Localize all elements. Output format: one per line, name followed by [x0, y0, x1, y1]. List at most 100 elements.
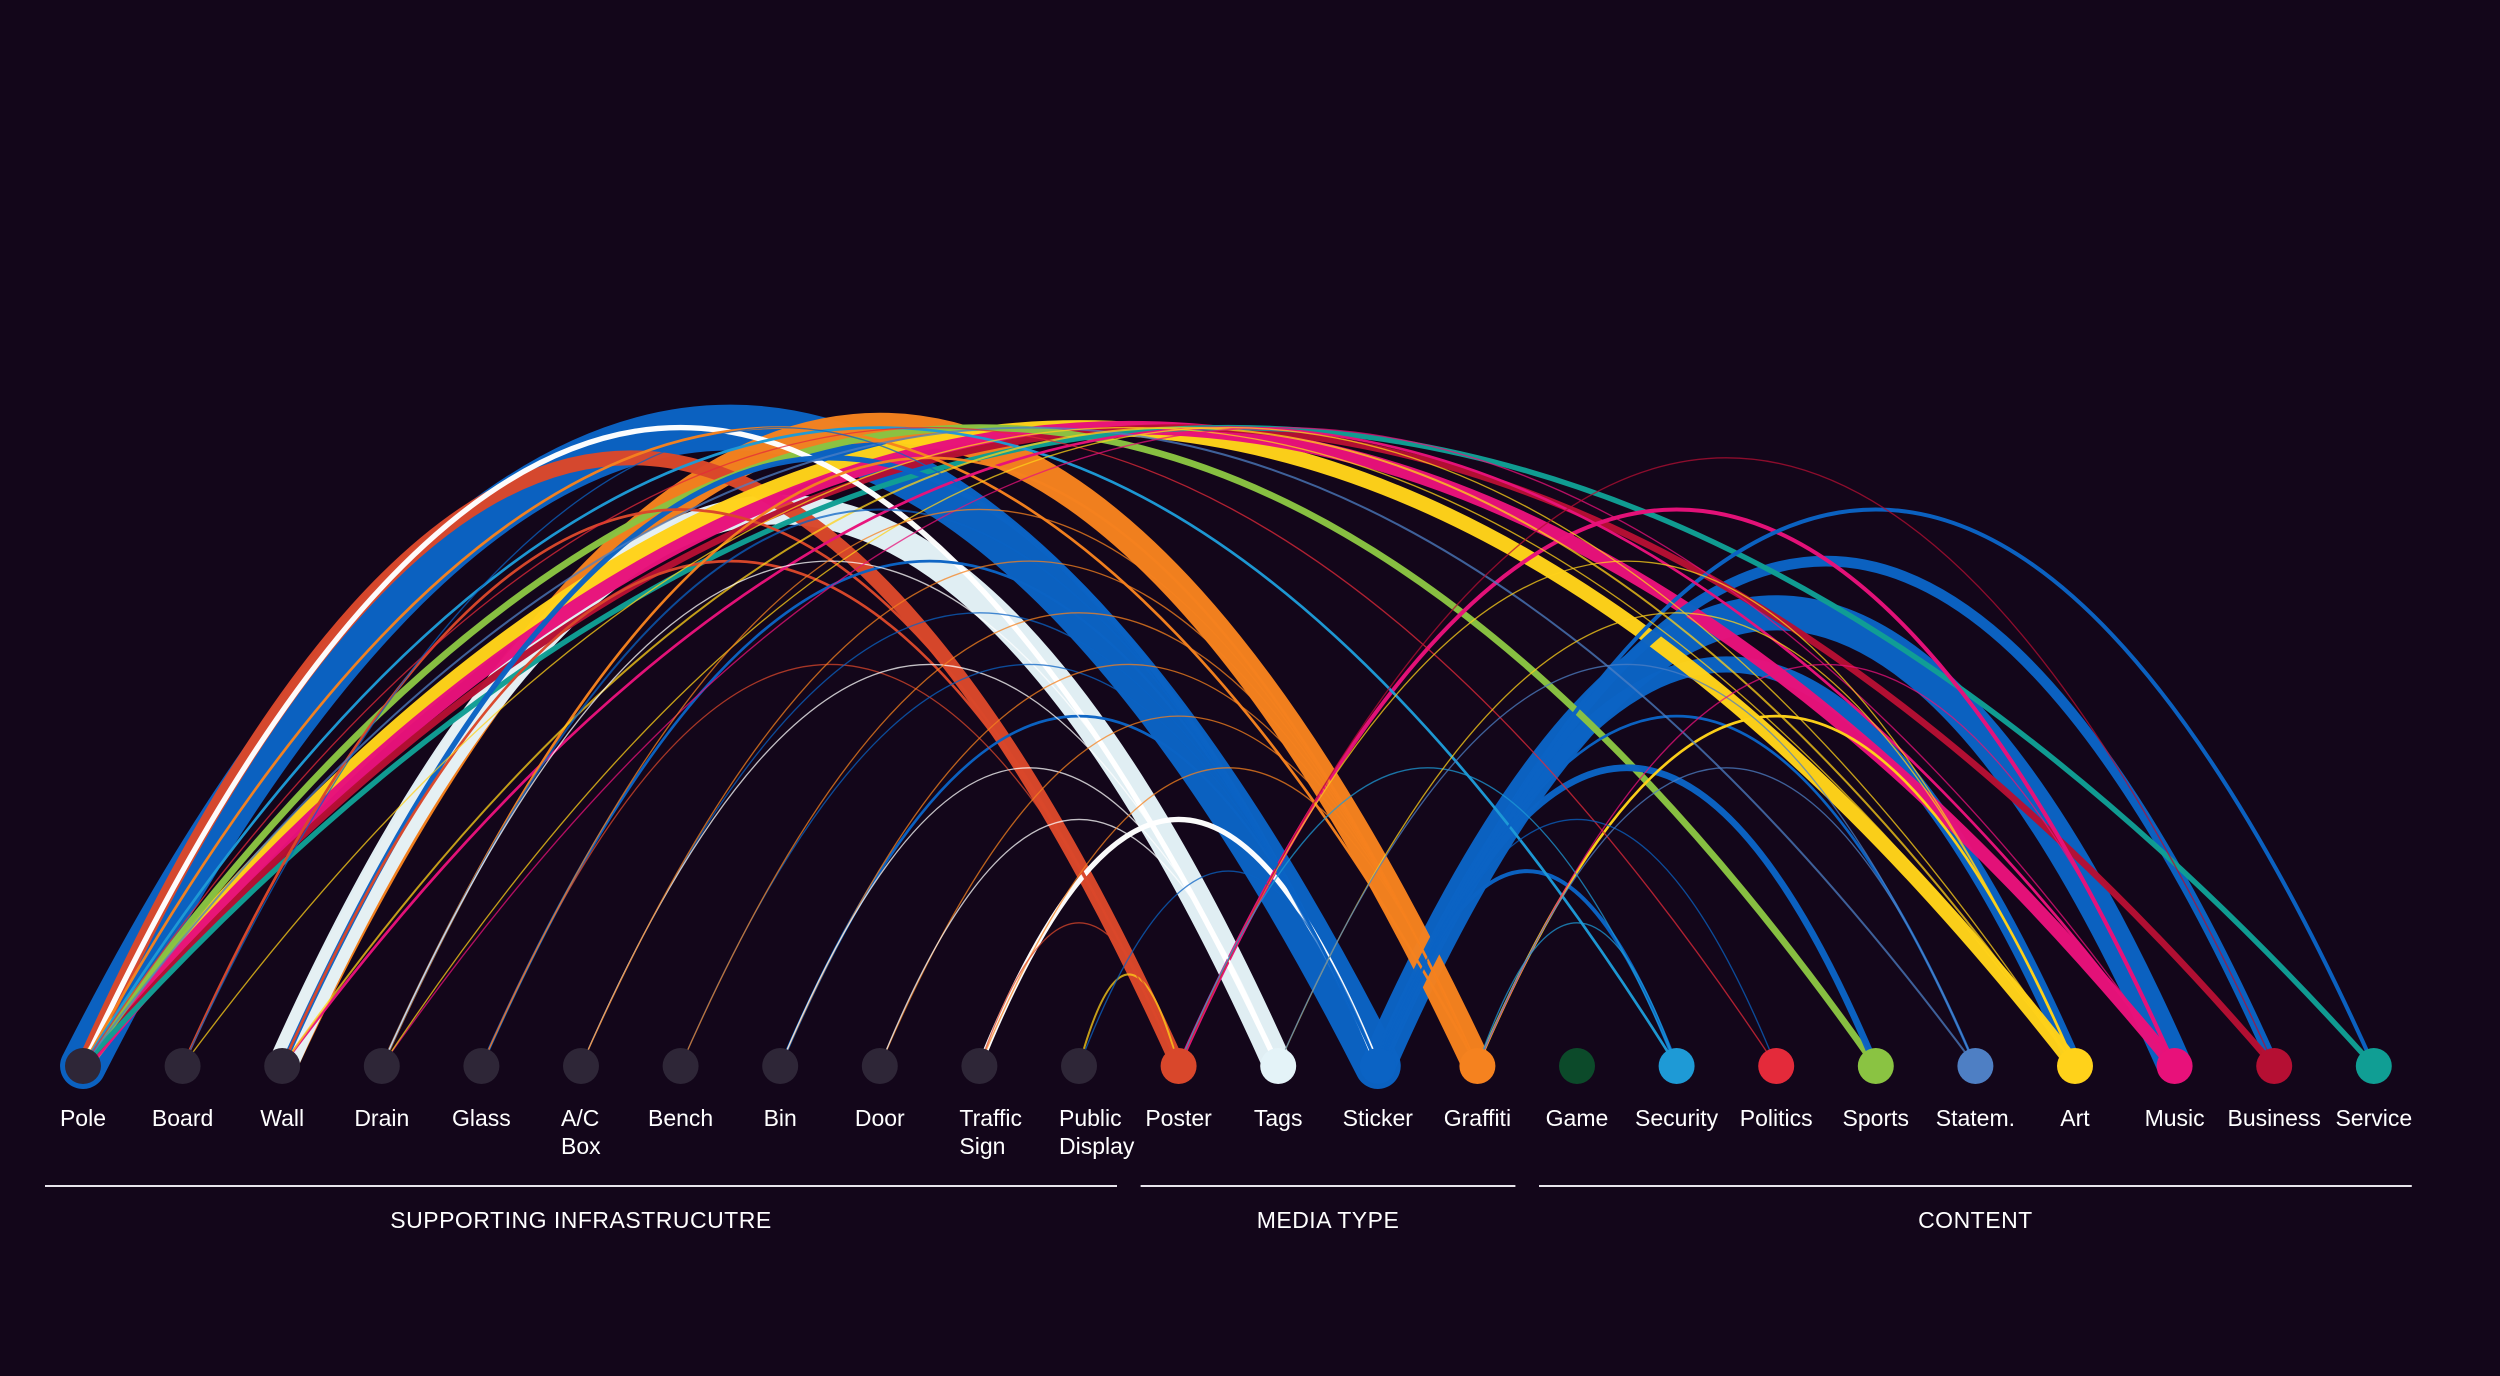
- node-label-board: Board: [152, 1105, 213, 1131]
- group-label-0: SUPPORTING INFRASTRUCUTRE: [390, 1207, 771, 1233]
- link-trafficsign-graffiti: [978, 767, 1479, 1067]
- link-sticker-statem: [1376, 715, 1977, 1068]
- node-wall: [264, 1048, 301, 1084]
- link-door-tags: [879, 818, 1279, 1067]
- link-graffiti-statem: [1476, 767, 1977, 1067]
- node-music: [2156, 1048, 2193, 1084]
- link-drain-art: [381, 426, 2076, 1067]
- node-label-business: Business: [2228, 1105, 2321, 1131]
- node-service: [2355, 1048, 2392, 1084]
- link-graffiti-security: [1476, 922, 1678, 1067]
- link-acbox-graffiti: [580, 560, 1479, 1067]
- nodes-layer: [65, 1048, 2392, 1084]
- node-label-bench: Bench: [648, 1105, 713, 1131]
- node-acbox: [563, 1048, 599, 1084]
- node-game: [1559, 1048, 1595, 1084]
- link-tags-statem: [1277, 663, 1977, 1067]
- node-label-tags: Tags: [1254, 1105, 1303, 1131]
- labels-layer: Pole Board Wall Drain Glass A/C Box Bench Bin Doo…: [60, 1105, 2412, 1159]
- link-glass-poster: [480, 663, 1180, 1067]
- link-pole-sports: [79, 424, 1880, 1070]
- link-door-graffiti: [879, 715, 1479, 1067]
- node-label-poster: Poster: [1145, 1105, 1212, 1131]
- node-label-trafficsign: Traffic Sign: [959, 1105, 1022, 1159]
- node-label-security: Security: [1635, 1105, 1719, 1131]
- node-label-music: Music: [2145, 1105, 2205, 1131]
- node-tags: [1260, 1048, 1297, 1084]
- node-label-graffiti: Graffiti: [1444, 1105, 1511, 1131]
- link-poster-music: [1176, 507, 2177, 1069]
- link-board-poster: [181, 508, 1180, 1068]
- link-publicdisplay-sticker: [1078, 870, 1379, 1067]
- link-drain-graffiti: [380, 456, 1479, 1068]
- node-label-art: Art: [2060, 1105, 2090, 1131]
- node-door: [861, 1048, 898, 1084]
- link-acbox-tags: [580, 663, 1279, 1067]
- node-label-politics: Politics: [1740, 1105, 1813, 1131]
- link-poster-art: [1177, 560, 2076, 1067]
- link-sticker-politics: [1377, 818, 1777, 1067]
- group-label-2: CONTENT: [1918, 1207, 2033, 1233]
- node-label-sticker: Sticker: [1343, 1105, 1414, 1131]
- node-label-glass: Glass: [452, 1105, 511, 1131]
- link-glass-graffiti: [480, 509, 1479, 1067]
- node-art: [2057, 1048, 2093, 1084]
- node-label-game: Game: [1546, 1105, 1609, 1131]
- node-label-pole: Pole: [60, 1105, 106, 1131]
- link-pole-statem: [81, 426, 1977, 1068]
- link-pole-security: [81, 426, 1678, 1068]
- link-trafficsign-poster: [978, 922, 1180, 1067]
- link-glass-sticker: [480, 560, 1380, 1068]
- node-label-publicdisplay: Public Display: [1059, 1105, 1135, 1159]
- link-wall-poster: [280, 560, 1180, 1068]
- node-glass: [463, 1048, 500, 1084]
- link-bin-tags: [779, 767, 1279, 1067]
- link-drain-sticker: [380, 508, 1379, 1068]
- node-board: [164, 1048, 201, 1084]
- node-label-service: Service: [2335, 1105, 2412, 1131]
- link-pole-sticker: [60, 404, 1401, 1089]
- node-label-bin: Bin: [764, 1105, 797, 1131]
- node-security: [1658, 1048, 1695, 1084]
- link-graffiti-art: [1476, 715, 2077, 1068]
- link-drain-music: [381, 426, 2176, 1067]
- node-sticker: [1359, 1048, 1396, 1084]
- node-label-drain: Drain: [354, 1105, 409, 1131]
- group-label-1: MEDIA TYPE: [1257, 1207, 1400, 1233]
- link-poster-business: [1177, 457, 2275, 1067]
- node-business: [2256, 1048, 2293, 1084]
- node-poster: [1160, 1048, 1197, 1084]
- node-label-statem: Statem.: [1936, 1105, 2015, 1131]
- link-acbox-sticker: [580, 612, 1379, 1067]
- node-sports: [1857, 1048, 1894, 1084]
- node-label-door: Door: [855, 1105, 905, 1131]
- node-pole: [65, 1048, 101, 1084]
- link-bench-sticker: [679, 663, 1379, 1067]
- node-label-acbox: A/C Box: [561, 1105, 601, 1159]
- node-statem: [1957, 1048, 1994, 1084]
- node-publicdisplay: [1061, 1048, 1097, 1084]
- link-wall-sticker: [279, 455, 1381, 1069]
- node-bench: [662, 1048, 699, 1084]
- link-publicdisplay-poster: [1077, 973, 1180, 1068]
- link-tags-art: [1277, 612, 2076, 1067]
- link-bin-graffiti: [779, 663, 1479, 1067]
- link-board-art: [181, 427, 2076, 1067]
- link-graffiti-music: [1476, 663, 2176, 1067]
- node-label-sports: Sports: [1843, 1105, 1909, 1131]
- link-sticker-service: [1375, 507, 2376, 1069]
- node-label-wall: Wall: [260, 1105, 304, 1131]
- node-bin: [762, 1048, 799, 1084]
- node-graffiti: [1459, 1048, 1496, 1084]
- link-bench-graffiti: [679, 612, 1479, 1067]
- node-trafficsign: [961, 1048, 998, 1084]
- link-poster-security: [1177, 767, 1678, 1067]
- link-board-sticker: [181, 426, 1379, 1067]
- link-pole-politics: [82, 426, 1777, 1067]
- link-wall-art: [281, 426, 2077, 1068]
- groups-layer: SUPPORTING INFRASTRUCUTRE MEDIA TYPE CONTE…: [45, 1185, 2412, 1233]
- link-drain-tags: [381, 560, 1279, 1067]
- node-drain: [363, 1048, 400, 1084]
